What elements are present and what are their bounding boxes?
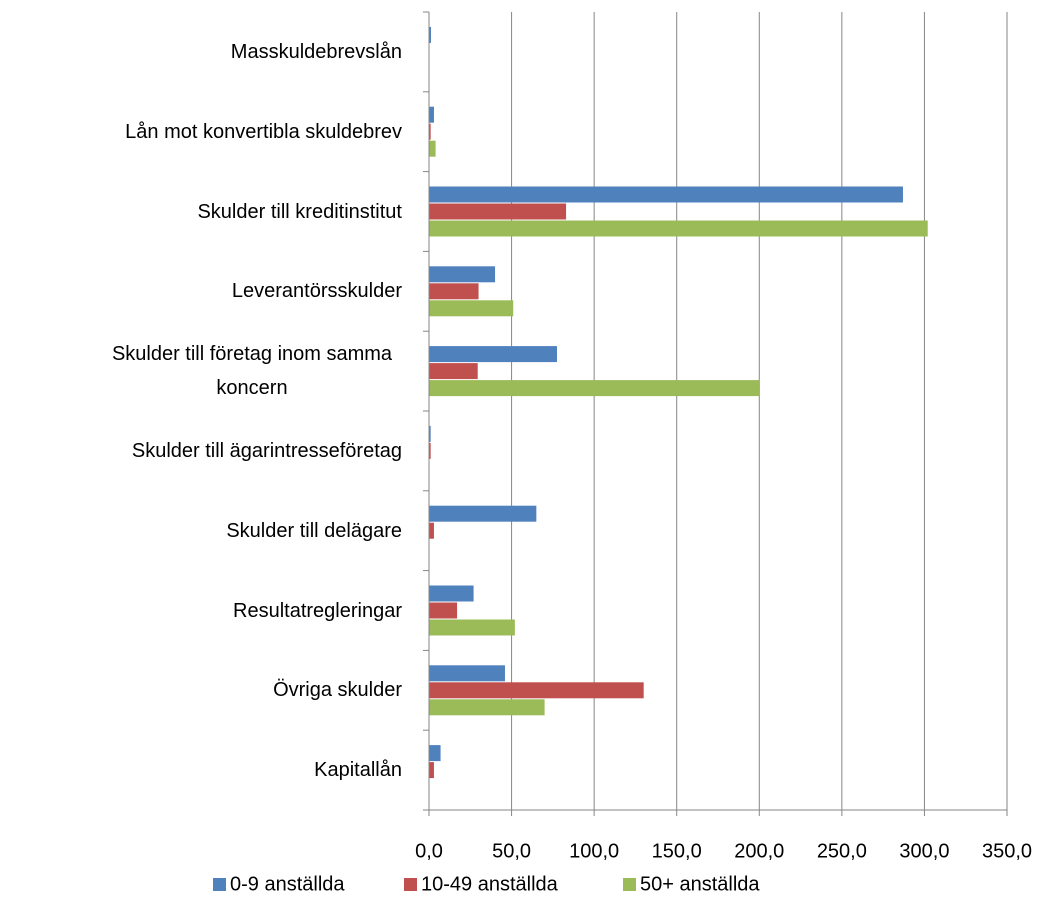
bar [429, 665, 505, 682]
category-label: Skulder till delägare [226, 519, 402, 542]
x-tick-label: 100,0 [569, 840, 619, 862]
x-tick-label: 50,0 [492, 840, 531, 862]
bar [429, 186, 903, 203]
category-label: Kapitallån [314, 759, 402, 782]
category-label: Resultatregleringar [233, 599, 402, 622]
category-label: Skulder till företag inom samma koncern [111, 343, 393, 400]
bar [429, 123, 431, 140]
bar [429, 699, 545, 716]
x-tick-label: 0,0 [415, 840, 443, 862]
bar [429, 505, 537, 522]
bar [429, 106, 434, 123]
legend-swatch [213, 878, 226, 891]
bar [429, 522, 434, 539]
bar [429, 682, 644, 699]
category-label: Masskuldebrevslån [230, 40, 402, 63]
x-tick-label: 200,0 [734, 840, 784, 862]
category-label: Leverantörsskulder [231, 280, 402, 303]
legend-label: 0-9 anställda [230, 873, 345, 895]
bar [429, 585, 474, 602]
x-tick-label: 150,0 [652, 840, 702, 862]
bar [429, 26, 431, 43]
bar [429, 602, 458, 619]
bar [429, 619, 515, 636]
bar [429, 363, 478, 380]
bar [429, 140, 436, 157]
bar [429, 220, 928, 237]
bar [429, 762, 434, 779]
x-tick-label: 350,0 [982, 840, 1032, 862]
legend-label: 10-49 anställda [421, 873, 559, 895]
legend-swatch [404, 878, 417, 891]
category-label: Övriga skulder [273, 679, 402, 702]
legend-swatch [623, 878, 636, 891]
legend-label: 50+ anställda [640, 873, 760, 895]
category-label: Lån mot konvertibla skuldebrev [125, 120, 402, 143]
bar [429, 203, 567, 220]
bar [429, 425, 431, 442]
bar [429, 745, 441, 762]
bar [429, 300, 514, 317]
bar [429, 442, 431, 459]
category-label: Skulder till kreditinstitut [197, 200, 402, 223]
bar [429, 283, 479, 300]
bar [429, 346, 557, 363]
bar [429, 380, 760, 397]
bar [429, 266, 496, 283]
category-label: Skulder till ägarintresseföretag [131, 439, 402, 462]
x-tick-label: 300,0 [899, 840, 949, 862]
x-tick-label: 250,0 [817, 840, 867, 862]
